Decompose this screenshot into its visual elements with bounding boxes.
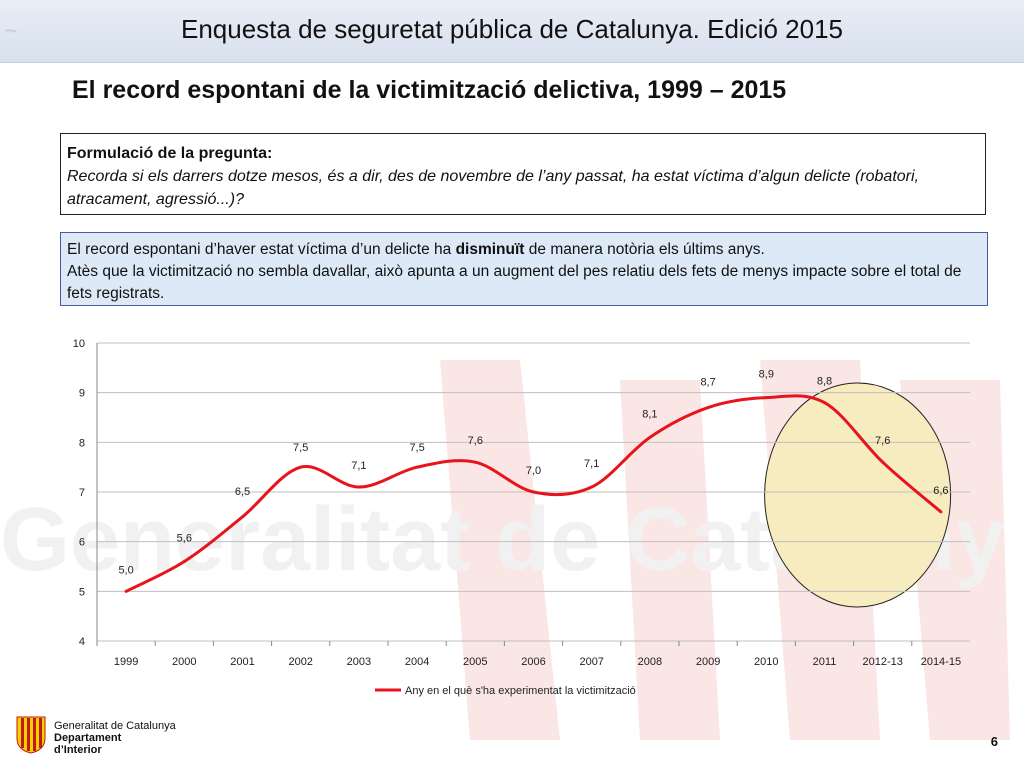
data-point [241,515,244,519]
gencat-logo [16,716,176,756]
y-tick-label: 8 [79,437,85,449]
data-point [532,490,535,494]
y-tick-label: 7 [79,487,85,499]
x-tick-label: 2010 [754,656,778,668]
x-tick-label: 2014-15 [921,656,961,668]
page-number: 6 [990,734,998,749]
x-tick-label: 2000 [172,656,196,668]
data-label: 6,6 [933,485,948,497]
question-box: Formulació de la pregunta: Recorda si el… [60,133,986,215]
x-tick-label: 2006 [521,656,545,668]
footer-org: Generalitat de Catalunya Departament d’I… [54,720,176,756]
data-label: 5,0 [118,564,133,576]
question-heading: Formulació de la pregunta: [67,145,273,162]
x-tick-label: 2002 [288,656,312,668]
data-point [590,485,594,489]
data-label: 8,9 [759,369,774,381]
y-tick-label: 9 [79,388,85,400]
x-tick-label: 2012-13 [863,656,903,668]
data-point [648,435,652,439]
footer-dept-1: Departament [54,732,122,744]
x-tick-label: 2001 [230,656,254,668]
data-label: 7,5 [293,442,308,454]
y-tick-label: 6 [79,537,85,549]
data-label: 8,7 [700,377,715,389]
x-tick-label: 2005 [463,656,487,668]
data-point [939,510,943,514]
y-tick-label: 5 [79,586,85,598]
data-point [357,485,361,489]
data-point [182,560,186,564]
y-tick-label: 4 [79,636,85,648]
highlight-circle [764,382,952,608]
data-label: 6,5 [235,486,250,498]
x-tick-label: 2003 [347,656,371,668]
data-point [764,396,768,400]
data-point [706,406,710,410]
x-tick-label: 2007 [579,656,603,668]
x-tick-label: 2009 [696,656,720,668]
header-bar: ~ Enquesta de seguretat pública de Catal… [0,0,1024,63]
data-label: 7,0 [526,465,541,477]
question-text: Recorda si els darrers dotze mesos, és a… [67,168,919,208]
data-point [299,465,303,469]
data-point [881,460,885,464]
x-tick-label: 2008 [638,656,662,668]
data-label: 7,6 [468,435,483,447]
data-point [473,460,477,464]
data-label: 8,1 [642,408,657,420]
footer-dept-2: d’Interior [54,744,102,756]
data-point [823,401,826,405]
info-line-1: El record espontani d’haver estat víctim… [67,239,981,261]
header-title: Enquesta de seguretat pública de Catalun… [180,14,844,44]
data-label: 7,1 [351,460,366,472]
info-box: El record espontani d’haver estat víctim… [60,232,988,306]
data-label: 8,8 [817,376,832,388]
ghost-logo-icon: ~ [4,18,17,43]
data-label: 7,1 [584,458,599,470]
x-tick-label: 2004 [405,656,429,668]
y-tick-label: 10 [73,338,85,350]
info-line-2: Atès que la victimització no sembla dava… [67,263,962,302]
x-tick-label: 2011 [813,656,837,668]
info-text-before: El record espontani d’haver estat víctim… [67,241,456,258]
gencat-emblem-icon [16,716,46,754]
data-label: 7,6 [875,435,890,447]
footer-org-name: Generalitat de Catalunya [54,720,176,732]
data-point [415,465,419,469]
slide-title: El record espontani de la victimització … [72,76,787,104]
x-tick-label: 1999 [114,656,138,668]
data-label: 5,6 [177,533,192,545]
info-text-after: de manera notòria els últims anys. [524,241,765,258]
data-label: 7,5 [409,442,424,454]
legend-label: Any en el què s'ha experimentat la victi… [405,685,636,697]
data-point [124,589,128,593]
info-text-bold: disminuït [455,241,525,258]
